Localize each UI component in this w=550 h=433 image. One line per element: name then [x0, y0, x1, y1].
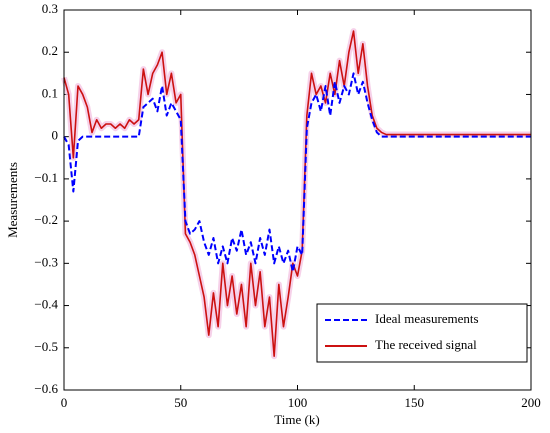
x-tick-label: 150 — [405, 395, 425, 410]
legend-label: The received signal — [375, 337, 477, 352]
x-tick-label: 50 — [174, 395, 187, 410]
y-tick-label: −0.4 — [34, 297, 58, 312]
y-axis-label: Measurements — [5, 162, 20, 238]
y-tick-label: 0.2 — [42, 43, 58, 58]
x-tick-label: 0 — [61, 395, 68, 410]
legend: Ideal measurements The received signal — [316, 303, 528, 363]
legend-box — [316, 303, 528, 363]
legend-label: Ideal measurements — [375, 311, 479, 326]
series-line — [63, 72, 531, 273]
y-tick-label: 0.1 — [42, 85, 58, 100]
y-tick-label: −0.2 — [34, 212, 58, 227]
y-tick-label: −0.1 — [34, 170, 58, 185]
x-tick-label: 200 — [521, 395, 541, 410]
x-tick-label: 100 — [288, 395, 308, 410]
series-line — [63, 30, 531, 358]
y-tick-label: −0.5 — [34, 339, 58, 354]
y-tick-label: −0.3 — [34, 254, 58, 269]
x-axis-label: Time (k) — [274, 412, 319, 427]
y-tick-label: 0.3 — [42, 1, 58, 16]
y-tick-label: −0.6 — [34, 381, 58, 396]
y-tick-label: 0 — [52, 128, 59, 143]
plot-frame — [63, 9, 532, 391]
